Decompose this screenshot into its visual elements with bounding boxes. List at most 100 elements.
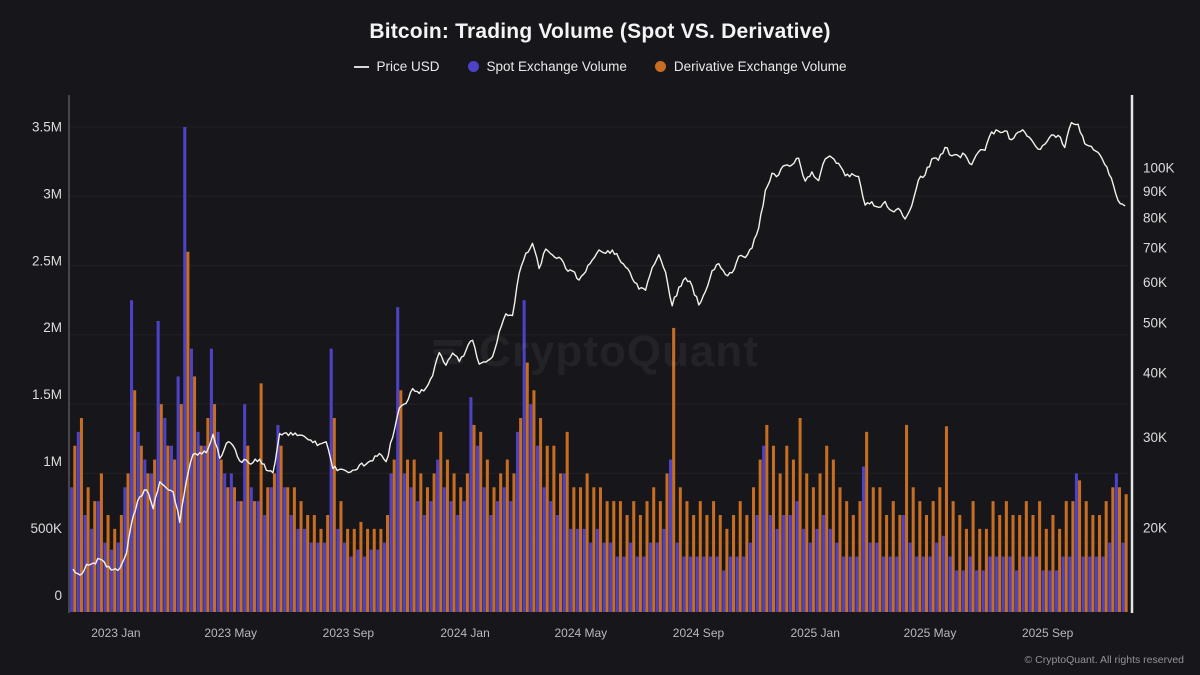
- derivative-volume-bar: [352, 528, 356, 612]
- derivative-volume-bar: [346, 528, 350, 612]
- legend-label-spot: Spot Exchange Volume: [486, 59, 627, 74]
- spot-volume-bar: [223, 473, 227, 612]
- spot-volume-bar: [442, 487, 446, 612]
- spot-volume-bar: [229, 473, 233, 612]
- spot-volume-bar: [595, 528, 599, 612]
- spot-volume-bar: [309, 542, 313, 612]
- spot-volume-bar: [396, 307, 400, 612]
- derivative-volume-bar: [99, 473, 103, 612]
- legend-item-derivative[interactable]: Derivative Exchange Volume: [654, 59, 847, 74]
- spot-volume-bar: [542, 487, 546, 612]
- spot-volume-bar: [429, 501, 433, 612]
- copyright-notice: © CryptoQuant. All rights reserved: [1024, 654, 1184, 666]
- spot-volume-bar: [263, 515, 267, 612]
- legend-item-spot[interactable]: Spot Exchange Volume: [467, 59, 627, 74]
- right-axis-tick-label: 50K: [1143, 316, 1167, 331]
- spot-volume-bar: [582, 528, 586, 612]
- spot-volume-bar: [535, 445, 539, 612]
- derivative-volume-bar: [944, 426, 948, 612]
- derivative-volume-bar: [465, 473, 469, 612]
- derivative-volume-bar: [678, 487, 682, 612]
- derivative-volume-bar: [725, 528, 729, 612]
- derivative-volume-bar: [552, 445, 556, 612]
- spot-volume-bar: [702, 556, 706, 612]
- legend-label-price: Price USD: [376, 59, 440, 74]
- derivative-volume-bar: [246, 445, 250, 612]
- derivative-volume-bar: [998, 515, 1002, 612]
- spot-volume-bar: [1021, 556, 1025, 612]
- spot-volume-bar: [662, 528, 666, 612]
- derivative-volume-bar: [339, 501, 343, 612]
- derivative-volume-bar: [771, 445, 775, 612]
- derivative-volume-bar: [1018, 515, 1022, 612]
- spot-volume-bar: [349, 556, 353, 612]
- spot-volume-bar: [456, 515, 460, 612]
- derivative-volume-bar: [166, 445, 170, 612]
- spot-volume-bar: [782, 515, 786, 612]
- derivative-volume-bar: [186, 251, 190, 612]
- spot-volume-bar: [748, 542, 752, 612]
- derivative-volume-bar: [931, 501, 935, 612]
- derivative-volume-bar: [585, 473, 589, 612]
- spot-volume-bar: [369, 549, 373, 612]
- derivative-volume-bar: [359, 521, 363, 612]
- derivative-volume-bar: [851, 515, 855, 612]
- derivative-volume-bar: [326, 515, 330, 612]
- spot-volume-bar: [575, 528, 579, 612]
- spot-volume-bar: [669, 459, 673, 612]
- legend-label-derivative: Derivative Exchange Volume: [673, 59, 847, 74]
- spot-volume-bar: [116, 542, 120, 612]
- derivative-volume-bar: [272, 473, 276, 612]
- derivative-volume-bar: [286, 487, 290, 612]
- derivative-volume-bar: [559, 473, 563, 612]
- derivative-volume-bar: [432, 473, 436, 612]
- derivative-volume-bar: [252, 501, 256, 612]
- right-axis-tick-label: 70K: [1143, 240, 1167, 255]
- derivative-volume-bar: [512, 473, 516, 612]
- spot-volume-bar: [323, 542, 327, 612]
- derivative-volume-bar: [865, 431, 869, 612]
- derivative-volume-bar: [1058, 528, 1062, 612]
- derivative-volume-bar: [425, 487, 429, 612]
- spot-volume-bar: [70, 487, 74, 612]
- derivative-volume-bar: [492, 487, 496, 612]
- left-axis-tick-label: 2.5M: [32, 253, 62, 268]
- spot-volume-bar: [209, 348, 213, 612]
- spot-volume-bar: [96, 501, 100, 612]
- derivative-volume-bar: [578, 487, 583, 612]
- x-axis-tick-label: 2025 Jan: [790, 626, 839, 640]
- derivative-volume-bar: [1011, 515, 1015, 612]
- derivative-volume-bar: [858, 501, 862, 612]
- derivative-volume-bar: [1038, 501, 1042, 612]
- x-axis-tick-label: 2024 Sep: [673, 626, 725, 640]
- spot-volume-bar: [708, 556, 712, 612]
- spot-volume-bar: [895, 556, 899, 612]
- derivative-volume-bar: [412, 459, 416, 612]
- derivative-volume-bar: [632, 501, 636, 612]
- spot-volume-bar: [409, 487, 413, 612]
- derivative-volume-bar: [366, 528, 370, 612]
- derivative-volume-bar: [878, 487, 882, 612]
- spot-volume-bar: [1015, 570, 1019, 612]
- spot-volume-bar: [149, 473, 154, 612]
- legend-item-price[interactable]: Price USD: [353, 59, 440, 74]
- spot-volume-bar: [529, 404, 533, 612]
- spot-volume-bar: [875, 542, 879, 612]
- x-axis-tick-label: 2023 May: [204, 626, 257, 640]
- spot-volume-bar: [635, 556, 639, 612]
- left-axis-tick-label: 0: [54, 588, 62, 603]
- spot-volume-bar: [289, 515, 293, 612]
- spot-volume-bar: [1028, 556, 1032, 612]
- derivative-volume-bar: [625, 515, 629, 612]
- spot-volume-bar: [795, 501, 799, 612]
- spot-volume-bar: [815, 528, 819, 612]
- derivative-volume-bar: [598, 487, 602, 612]
- spot-volume-bar: [908, 542, 912, 612]
- spot-volume-bar: [835, 542, 839, 612]
- spot-volume-bar: [968, 556, 972, 612]
- derivative-volume-bar: [1104, 501, 1108, 612]
- derivative-volume-bar: [519, 418, 523, 612]
- derivative-volume-bar: [1117, 487, 1121, 612]
- spot-volume-bar: [722, 570, 726, 612]
